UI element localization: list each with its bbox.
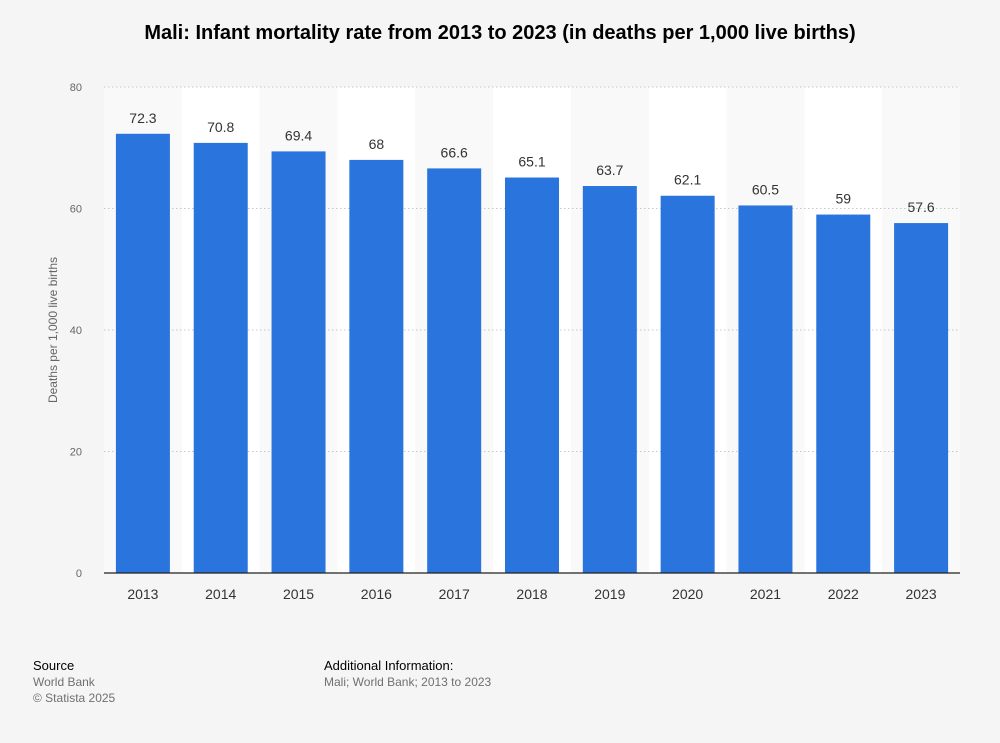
bar xyxy=(816,214,871,573)
bar xyxy=(894,223,949,573)
y-tick-label: 20 xyxy=(70,447,82,459)
x-tick-label: 2017 xyxy=(439,586,470,602)
data-label: 72.3 xyxy=(129,110,156,126)
x-tick-label: 2015 xyxy=(283,586,314,602)
y-tick-label: 60 xyxy=(70,204,82,216)
data-label: 65.1 xyxy=(518,154,545,170)
bar xyxy=(427,168,482,573)
data-label: 69.4 xyxy=(285,127,312,143)
data-label: 59 xyxy=(835,191,851,207)
data-label: 62.1 xyxy=(674,172,701,188)
source-heading: Source xyxy=(33,658,75,673)
x-tick-label: 2023 xyxy=(906,586,937,602)
copyright-text[interactable]: © Statista 2025 xyxy=(33,691,116,705)
bar xyxy=(349,159,404,573)
source-block: Source World Bank © Statista 2025 xyxy=(33,658,115,706)
x-tick-label: 2016 xyxy=(361,586,392,602)
bar xyxy=(271,151,326,573)
bar xyxy=(115,133,170,573)
additional-info-block: Additional Information: Mali; World Bank… xyxy=(324,658,491,690)
y-tick-label: 80 xyxy=(70,82,82,94)
x-tick-label: 2019 xyxy=(594,586,625,602)
x-tick-label: 2018 xyxy=(516,586,547,602)
x-tick-label: 2021 xyxy=(750,586,781,602)
bar-chart: 0 20 40 60 80 Deaths per 1,000 live births 72.… xyxy=(46,82,960,602)
bar xyxy=(505,177,559,573)
data-label: 70.8 xyxy=(207,119,234,135)
chart-title: Mali: Infant mortality rate from 2013 to… xyxy=(144,22,856,44)
source-name[interactable]: World Bank xyxy=(33,675,95,689)
bar xyxy=(738,205,793,573)
y-axis-title: Deaths per 1,000 live births xyxy=(46,257,60,403)
y-tick-label: 0 xyxy=(76,568,82,580)
data-label: 66.6 xyxy=(441,144,468,160)
additional-info-text: Mali; World Bank; 2013 to 2023 xyxy=(324,675,492,689)
x-tick-label: 2022 xyxy=(828,586,859,602)
bar xyxy=(582,186,637,573)
data-label: 63.7 xyxy=(596,162,623,178)
bar xyxy=(660,195,715,573)
x-tick-label: 2014 xyxy=(205,586,236,602)
x-tick-label: 2020 xyxy=(672,586,703,602)
data-label: 68 xyxy=(369,136,385,152)
y-tick-label: 40 xyxy=(70,325,82,337)
additional-info-heading: Additional Information: xyxy=(324,658,454,673)
x-tick-label: 2013 xyxy=(127,586,158,602)
bar xyxy=(193,142,248,573)
data-label: 60.5 xyxy=(752,181,779,197)
data-label: 57.6 xyxy=(907,199,934,215)
